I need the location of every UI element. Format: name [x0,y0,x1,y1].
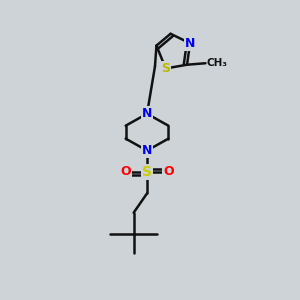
Text: CH₃: CH₃ [207,58,228,68]
Text: O: O [120,166,131,178]
Text: N: N [142,107,152,120]
Text: S: S [142,165,152,179]
Text: N: N [142,144,152,157]
Text: N: N [185,37,195,50]
Text: O: O [163,166,174,178]
Text: S: S [161,62,170,75]
